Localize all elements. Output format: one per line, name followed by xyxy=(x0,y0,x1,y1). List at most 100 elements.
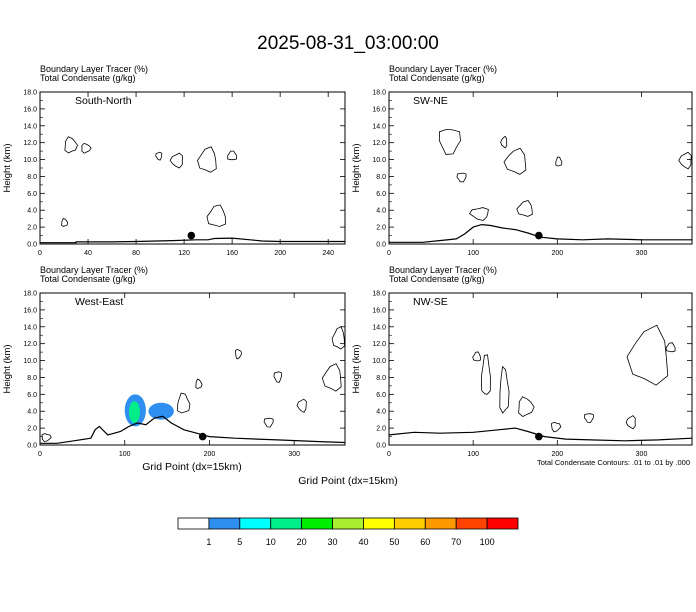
colorbar-swatch xyxy=(393,517,426,530)
figure-title: 2025-08-31_03:00:00 xyxy=(257,33,439,54)
condensate-contour xyxy=(41,433,52,443)
condensate-contour xyxy=(61,218,69,227)
panel-name: South-North xyxy=(75,95,132,107)
y-tick-label: 14.0 xyxy=(23,123,37,130)
panel-4: Boundary Layer Tracer (%)Total Condensat… xyxy=(351,265,693,458)
location-marker xyxy=(187,231,196,240)
y-tick-label: 14.0 xyxy=(23,324,37,331)
condensate-contour xyxy=(64,136,78,154)
y-tick-label: 2.0 xyxy=(376,225,386,232)
condensate-contour xyxy=(331,326,346,350)
x-tick-label: 300 xyxy=(636,250,648,257)
panel-name: SW-NE xyxy=(413,95,448,107)
y-tick-label: 4.0 xyxy=(376,409,386,416)
condensate-contour xyxy=(263,417,274,428)
x-tick-label: 160 xyxy=(226,250,238,257)
x-tick-label: 0 xyxy=(38,250,42,257)
condensate-contour xyxy=(227,150,238,161)
condensate-contour xyxy=(480,354,491,395)
y-tick-label: 8.0 xyxy=(27,375,37,382)
y-tick-label: 8.0 xyxy=(376,174,386,181)
y-tick-label: 18.0 xyxy=(23,90,37,97)
x-tick-label: 300 xyxy=(636,451,648,458)
plot-frame xyxy=(39,292,346,446)
x-tick-label: 100 xyxy=(119,451,131,458)
y-axis-label: Height (km) xyxy=(2,344,13,393)
y-tick-label: 10.0 xyxy=(372,358,386,365)
condensate-contour xyxy=(321,363,342,392)
condensate-contour xyxy=(195,378,203,390)
shaded-tracer-region xyxy=(128,401,140,424)
colorbar: 1 5 10 20 30 40 50 60 70 100 xyxy=(177,517,519,547)
y-tick-label: 6.0 xyxy=(376,392,386,399)
terrain-line xyxy=(388,427,693,442)
condensate-contour xyxy=(234,348,243,360)
condensate-contour xyxy=(472,351,481,362)
field-label-condensate: Total Condensate (g/kg) xyxy=(389,73,485,83)
condensate-contour xyxy=(516,200,533,217)
colorbar-swatch xyxy=(177,517,210,530)
y-tick-label: 18.0 xyxy=(372,90,386,97)
y-tick-label: 6.0 xyxy=(27,191,37,198)
location-marker xyxy=(198,432,207,441)
y-tick-label: 16.0 xyxy=(23,106,37,113)
condensate-contour xyxy=(625,415,636,430)
condensate-contour xyxy=(550,421,562,433)
plot-frame xyxy=(388,91,693,245)
contour-note: Total Condensate Contours: .01 to .01 by… xyxy=(537,458,690,467)
colorbar-label: 30 xyxy=(328,537,338,547)
colorbar-swatch xyxy=(455,517,488,530)
condensate-contour xyxy=(678,151,692,170)
y-tick-label: 8.0 xyxy=(376,375,386,382)
y-tick-label: 14.0 xyxy=(372,324,386,331)
terrain-line xyxy=(40,237,345,244)
colorbar-label: 10 xyxy=(266,537,276,547)
y-tick-label: 2.0 xyxy=(376,426,386,433)
y-tick-label: 4.0 xyxy=(376,208,386,215)
colorbar-swatch xyxy=(208,517,241,530)
y-tick-label: 2.0 xyxy=(27,426,37,433)
condensate-contour xyxy=(583,413,594,423)
y-tick-label: 4.0 xyxy=(27,409,37,416)
y-tick-label: 16.0 xyxy=(372,106,386,113)
plot-frame xyxy=(388,292,693,446)
field-label-condensate: Total Condensate (g/kg) xyxy=(40,274,136,284)
x-tick-label: 200 xyxy=(204,451,216,458)
condensate-contour xyxy=(81,142,92,154)
y-tick-label: 10.0 xyxy=(23,157,37,164)
condensate-contour xyxy=(169,152,184,169)
colorbar-swatch xyxy=(363,517,395,530)
colorbar-label: 100 xyxy=(480,537,495,547)
condensate-contour xyxy=(177,392,191,414)
y-tick-label: 0.0 xyxy=(27,242,37,249)
condensate-contour xyxy=(665,342,676,353)
x-tick-label: 0 xyxy=(387,451,391,458)
colorbar-swatch xyxy=(301,517,333,530)
y-tick-label: 12.0 xyxy=(23,140,37,147)
field-label-tracer: Boundary Layer Tracer (%) xyxy=(389,64,497,74)
panel-name: NW-SE xyxy=(413,296,448,308)
colorbar-swatch xyxy=(424,517,457,530)
y-tick-label: 0.0 xyxy=(376,443,386,450)
colorbar-label: 60 xyxy=(420,537,430,547)
panel-1: Boundary Layer Tracer (%)Total Condensat… xyxy=(2,64,346,257)
y-tick-label: 12.0 xyxy=(23,341,37,348)
colorbar-swatch xyxy=(270,517,303,530)
location-marker xyxy=(535,432,543,441)
panel-2: Boundary Layer Tracer (%)Total Condensat… xyxy=(351,64,693,257)
condensate-contour xyxy=(555,156,563,167)
x-tick-label: 200 xyxy=(551,250,563,257)
x-tick-label: 120 xyxy=(178,250,190,257)
x-tick-label: 240 xyxy=(322,250,334,257)
y-tick-label: 6.0 xyxy=(27,392,37,399)
colorbar-swatch xyxy=(486,517,519,530)
condensate-contour xyxy=(503,147,527,175)
condensate-contour xyxy=(438,128,461,155)
y-tick-label: 10.0 xyxy=(372,157,386,164)
condensate-contour xyxy=(518,396,535,417)
y-tick-label: 14.0 xyxy=(372,123,386,130)
terrain-line xyxy=(389,223,692,243)
colorbar-swatch xyxy=(239,517,272,530)
y-tick-label: 10.0 xyxy=(23,358,37,365)
